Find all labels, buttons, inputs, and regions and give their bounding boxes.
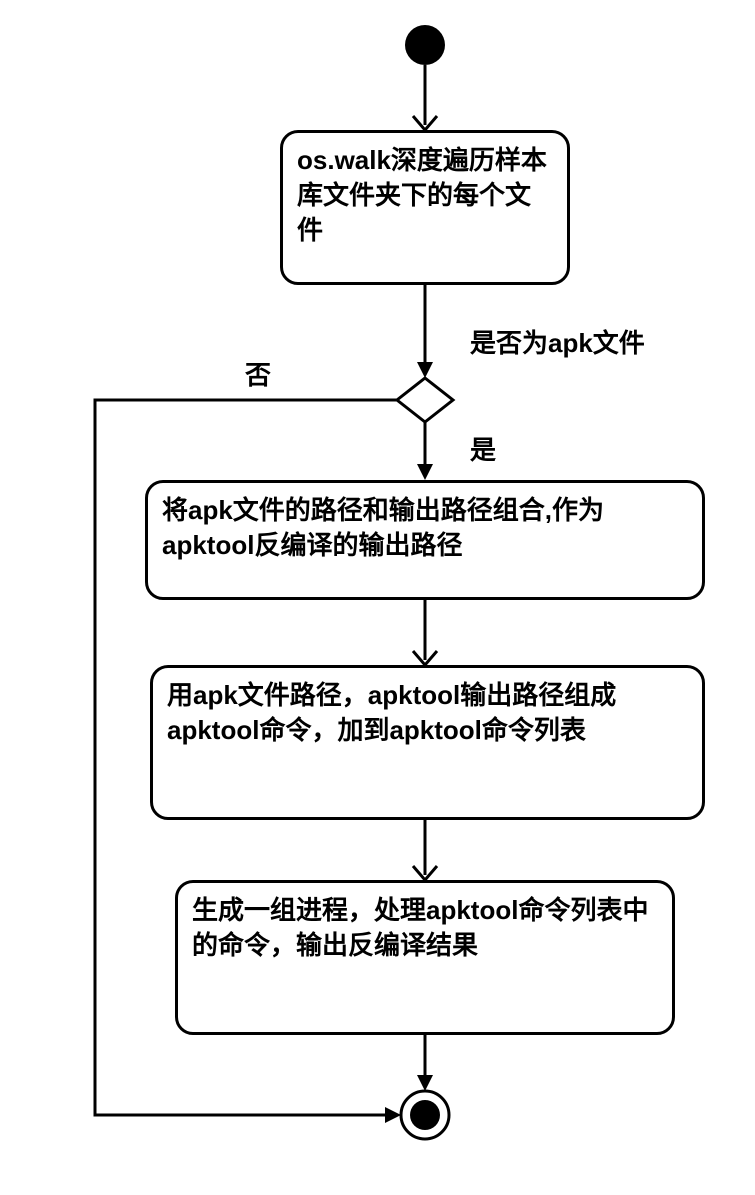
- flowchart-canvas: os.walk深度遍历样本库文件夹下的每个文件 将apk文件的路径和输出路径组合…: [0, 0, 755, 1195]
- node-spawn-process: 生成一组进程，处理apktool命令列表中的命令，输出反编译结果: [175, 880, 675, 1035]
- decision-label: 是否为apk文件: [470, 323, 645, 360]
- node-build-command: 用apk文件路径，apktool输出路径组成apktool命令，加到apktoo…: [150, 665, 705, 820]
- end-node-inner: [410, 1100, 440, 1130]
- branch-yes-label: 是: [470, 430, 496, 467]
- start-node: [405, 25, 445, 65]
- node-os-walk: os.walk深度遍历样本库文件夹下的每个文件: [280, 130, 570, 285]
- node-combine-path: 将apk文件的路径和输出路径组合,作为apktool反编译的输出路径: [145, 480, 705, 600]
- branch-no-label: 否: [245, 355, 271, 392]
- decision-node: [397, 378, 453, 422]
